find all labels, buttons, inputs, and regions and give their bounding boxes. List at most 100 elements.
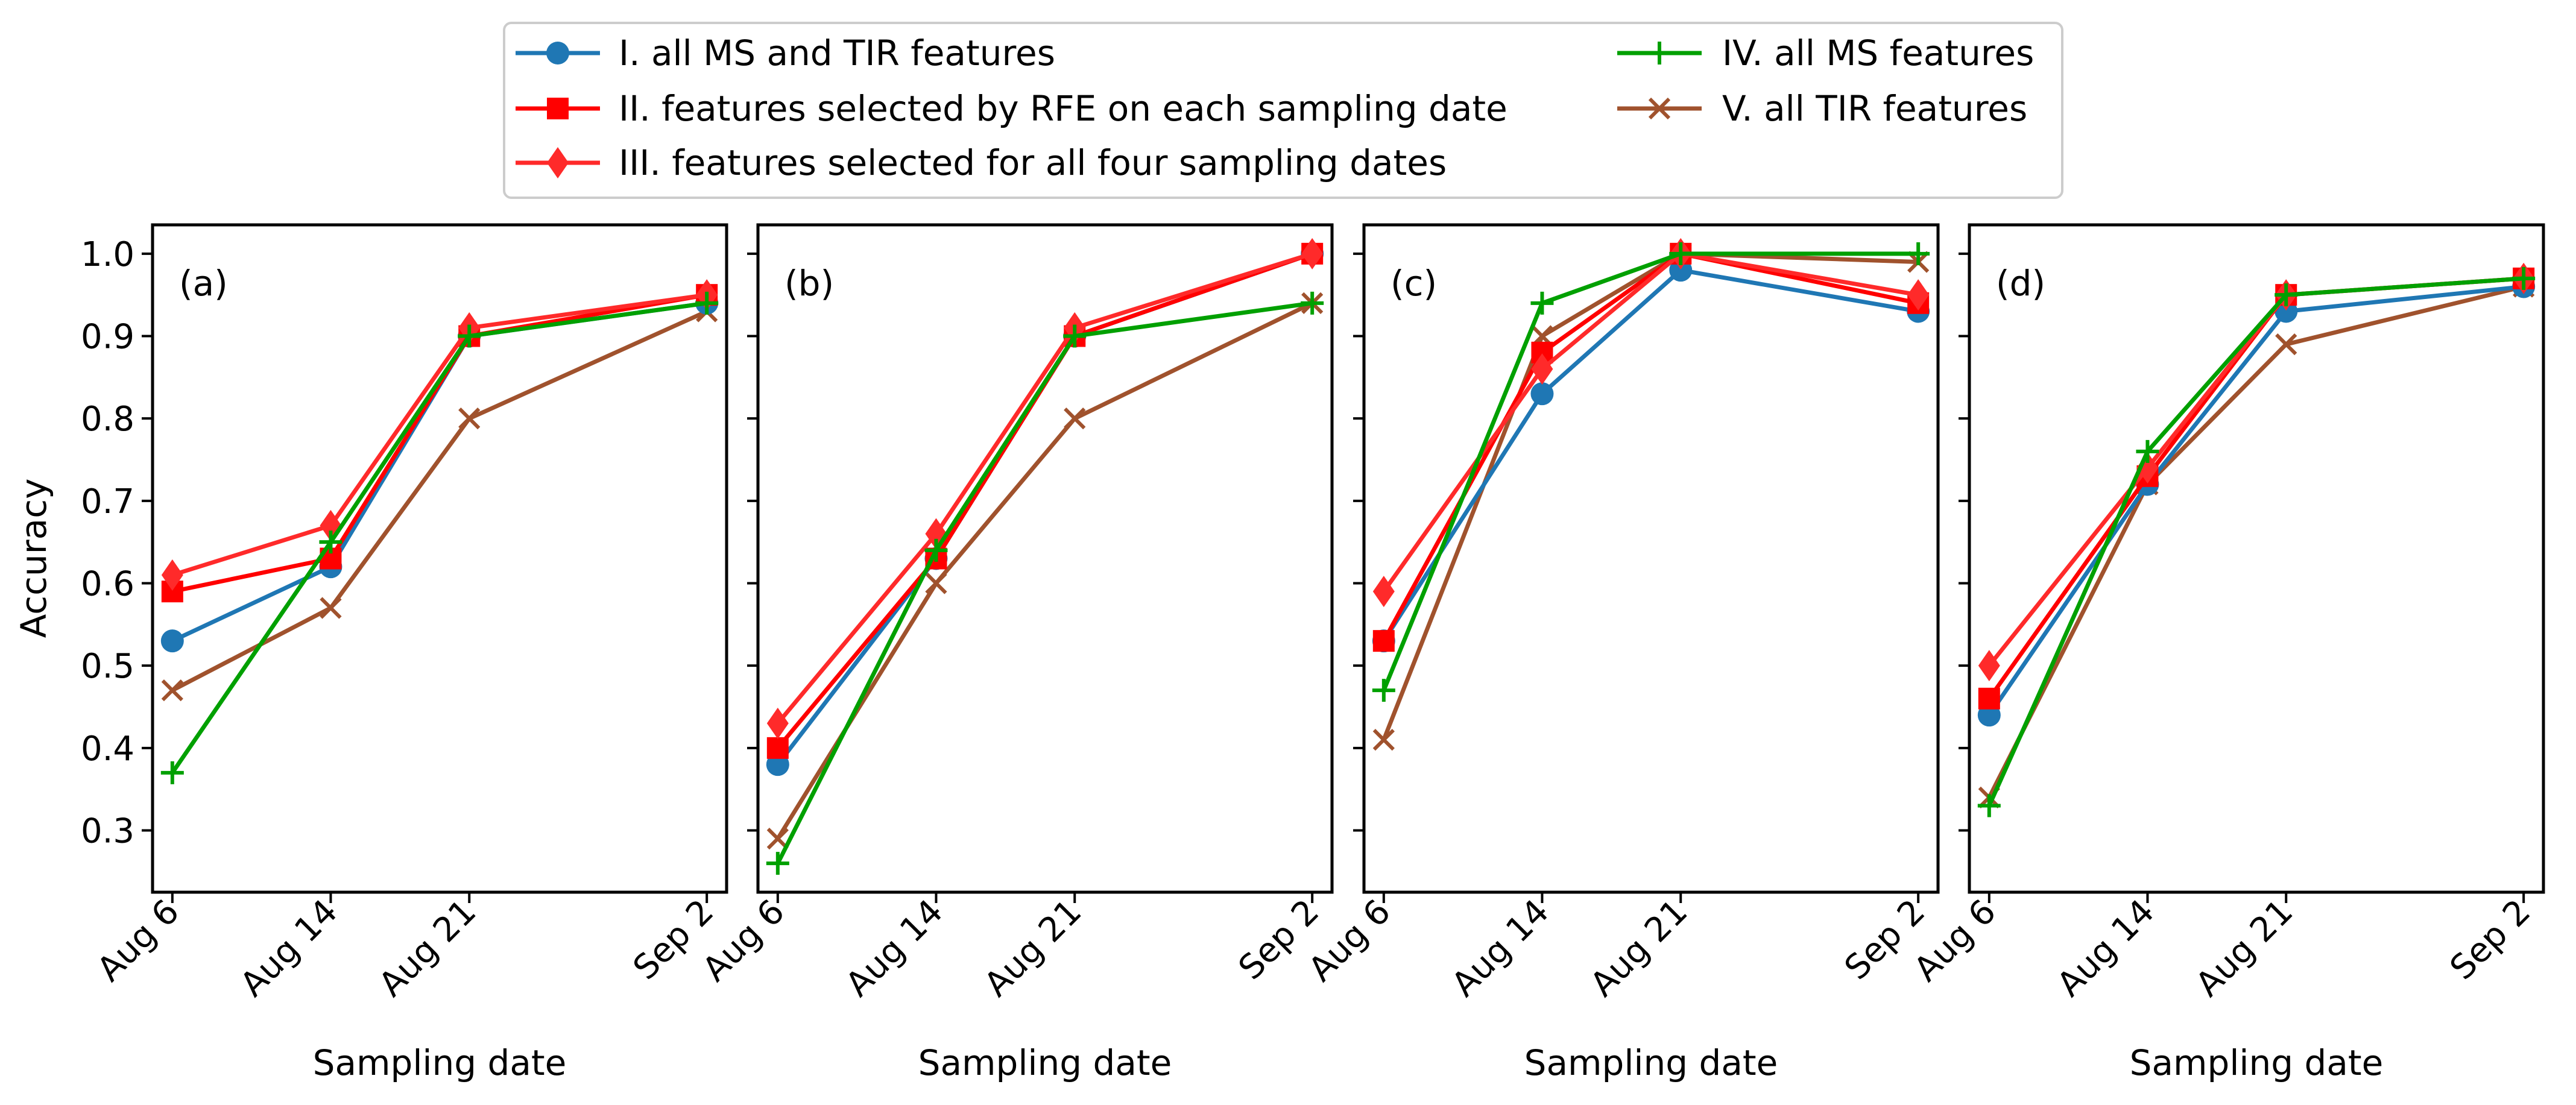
panel-label: (a) <box>179 263 228 304</box>
y-tick-label: 0.6 <box>81 565 134 604</box>
data-point-shape <box>1530 292 1553 315</box>
series-line <box>172 295 707 575</box>
data-point <box>1301 238 1323 269</box>
panel-label: (b) <box>784 263 834 304</box>
data-point-shape <box>1373 630 1395 652</box>
series-line <box>1989 287 2524 798</box>
series-line <box>172 303 707 641</box>
data-point <box>1373 630 1395 652</box>
x-tick-label: Aug 14 <box>838 892 950 1004</box>
series-V <box>1374 244 1928 749</box>
data-point-shape <box>1372 679 1395 702</box>
legend-label: I. all MS and TIR features <box>619 33 1055 74</box>
data-point <box>1530 382 1553 405</box>
plot-frame <box>1364 225 1938 892</box>
legend-item: III. features selected for all four samp… <box>516 142 1447 183</box>
plot-frame <box>758 225 1332 892</box>
square-marker-icon <box>547 98 569 119</box>
x-tick-label: Aug 6 <box>1907 892 2004 989</box>
legend-label: IV. all MS features <box>1722 33 2034 74</box>
x-tick-label: Aug 21 <box>2188 892 2300 1004</box>
panel: Aug 6 Aug 14 Aug 21 Sep 2 (d) Sampling date <box>1907 225 2543 1083</box>
data-point <box>1372 679 1395 702</box>
data-point-shape <box>459 409 479 428</box>
circle-marker-icon <box>546 42 569 65</box>
x-tick-label: Aug 6 <box>1301 892 1398 989</box>
series-IV <box>1372 242 1930 702</box>
square-marker-icon-shape <box>547 98 569 119</box>
series-line <box>1989 287 2524 716</box>
series-line <box>1989 279 2524 806</box>
series-I <box>766 242 1324 776</box>
data-point <box>766 852 789 875</box>
series-II <box>767 243 1323 759</box>
series-V <box>768 294 1322 848</box>
series-line <box>778 254 1312 764</box>
data-point <box>1978 688 2000 710</box>
y-tick-label: 0.4 <box>81 729 134 769</box>
data-point <box>1530 292 1553 315</box>
figure: I. all MS and TIR features II. features s… <box>0 0 2576 1105</box>
y-tick-label: 0.8 <box>81 400 134 439</box>
series-IV <box>161 292 718 784</box>
series-II <box>1373 243 1929 652</box>
data-point <box>767 737 789 759</box>
panel: Aug 6 Aug 14 Aug 21 Sep 2(b)Sampling date <box>695 225 1332 1083</box>
circle-marker-icon-shape <box>546 42 569 65</box>
data-point-shape <box>1530 382 1553 405</box>
x-tick-label: Aug 14 <box>2050 892 2162 1004</box>
y-tick-label: 0.5 <box>81 647 134 686</box>
x-axis-title: Sampling date <box>1524 1042 1778 1083</box>
series-II <box>162 284 718 602</box>
data-point-shape <box>1374 730 1394 749</box>
legend-label: III. features selected for all four samp… <box>619 142 1447 183</box>
x-tick-label: Aug 6 <box>90 892 187 989</box>
x-tick-label: Aug 21 <box>977 892 1089 1004</box>
legend: I. all MS and TIR features II. features s… <box>504 23 2062 198</box>
x-axis-title: Sampling date <box>2130 1042 2384 1083</box>
series-line <box>778 254 1312 748</box>
plot-frame <box>153 225 727 892</box>
x-tick-label: Aug 21 <box>1583 892 1695 1004</box>
data-point-shape <box>161 629 184 652</box>
data-point <box>1374 730 1394 749</box>
data-point-shape <box>1978 795 2001 817</box>
data-point-shape <box>926 574 945 593</box>
series-line <box>1384 254 1918 641</box>
panel: 0.3 0.4 0.5 0.6 0.7 0.8 0.9 1.0 Aug 6 Aug 14 Aug 2… <box>81 225 727 1083</box>
x-tick-label: Aug 14 <box>233 892 345 1004</box>
legend-label: V. all TIR features <box>1722 88 2027 129</box>
data-point <box>321 599 340 618</box>
data-point <box>1065 409 1084 428</box>
x-tick-label: Sep 2 <box>2443 892 2538 987</box>
data-point-shape <box>1978 688 2000 710</box>
series-line <box>172 295 707 591</box>
data-point-shape <box>1301 238 1323 269</box>
data-point <box>926 574 945 593</box>
data-point-shape <box>766 852 789 875</box>
plot-frame <box>1969 225 2543 892</box>
series-III <box>162 279 718 591</box>
legend-item: II. features selected by RFE on each sam… <box>516 88 1507 129</box>
y-tick-label: 0.9 <box>81 318 134 357</box>
y-axis-title: Accuracy <box>13 479 54 638</box>
x-axis-title: Sampling date <box>918 1042 1172 1083</box>
data-point <box>1978 795 2001 817</box>
y-tick-label: 0.3 <box>81 812 134 851</box>
panel-label: (c) <box>1391 263 1437 304</box>
series-V <box>163 302 716 700</box>
series-line <box>1384 254 1918 690</box>
data-point-shape <box>1065 409 1084 428</box>
panel: Aug 6 Aug 14 Aug 21 Sep 2(c)Sampling date <box>1301 225 1938 1083</box>
series-IV <box>766 292 1324 875</box>
data-point <box>459 409 479 428</box>
data-point <box>163 681 182 700</box>
series-line <box>1384 270 1918 641</box>
x-tick-label: Aug 14 <box>1444 892 1556 1004</box>
x-axis-title: Sampling date <box>313 1042 567 1083</box>
data-point <box>161 629 184 652</box>
series-I <box>1372 259 1930 652</box>
series-V <box>1980 277 2533 807</box>
panel-label: (d) <box>1996 263 2045 304</box>
legend-label: II. features selected by RFE on each sam… <box>619 88 1507 129</box>
